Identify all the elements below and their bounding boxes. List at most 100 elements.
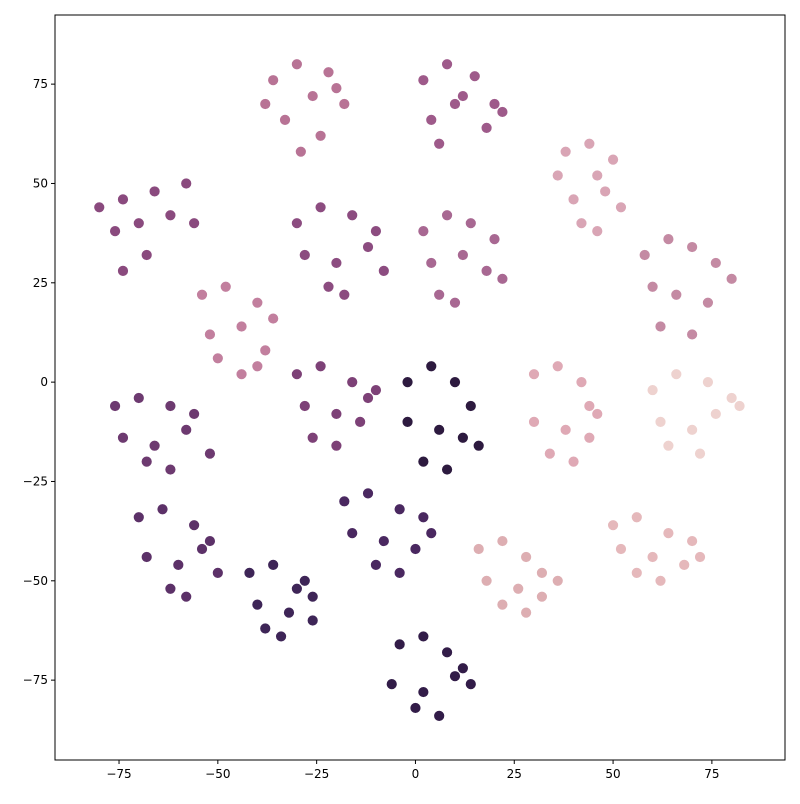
point xyxy=(615,201,627,214)
point xyxy=(425,360,438,373)
point xyxy=(567,455,580,468)
point xyxy=(591,169,604,182)
point xyxy=(559,423,572,436)
point xyxy=(346,527,359,540)
point xyxy=(377,264,390,277)
point xyxy=(188,519,201,532)
point xyxy=(362,487,374,500)
point xyxy=(725,392,738,404)
point xyxy=(417,74,430,87)
point xyxy=(456,431,469,444)
point xyxy=(583,137,596,150)
x-tick-label: −75 xyxy=(106,767,131,781)
point xyxy=(362,241,374,253)
point xyxy=(512,582,525,595)
point xyxy=(251,598,264,611)
plot-frame xyxy=(54,14,786,761)
point xyxy=(654,415,667,428)
point xyxy=(338,98,351,110)
point xyxy=(591,408,604,420)
point xyxy=(433,709,446,722)
point xyxy=(409,543,422,555)
point xyxy=(528,415,540,428)
point xyxy=(362,392,374,404)
point xyxy=(93,201,106,214)
point xyxy=(117,193,129,206)
point xyxy=(180,177,193,190)
point xyxy=(449,98,461,110)
point xyxy=(267,559,280,571)
point xyxy=(393,503,406,516)
point xyxy=(686,328,699,341)
point xyxy=(591,225,604,238)
point xyxy=(140,455,153,468)
point xyxy=(164,209,177,222)
point xyxy=(472,439,485,452)
point xyxy=(520,551,533,563)
x-tick-label: 50 xyxy=(605,767,620,781)
y-tick-label: 25 xyxy=(33,276,48,290)
point xyxy=(551,574,564,587)
point xyxy=(196,288,208,301)
point xyxy=(464,678,477,691)
point xyxy=(306,431,319,444)
point xyxy=(646,280,659,293)
point xyxy=(385,678,398,691)
y-tick-label: 75 xyxy=(33,77,48,91)
point xyxy=(496,272,509,285)
point xyxy=(251,296,264,309)
point xyxy=(306,614,319,627)
point xyxy=(290,368,303,381)
point xyxy=(480,264,493,277)
point xyxy=(298,249,311,261)
point xyxy=(370,225,382,238)
point xyxy=(417,225,430,238)
point xyxy=(536,566,548,579)
point xyxy=(370,384,382,396)
point xyxy=(290,217,303,230)
point xyxy=(456,662,469,675)
point xyxy=(417,455,430,468)
point xyxy=(646,551,659,563)
point xyxy=(686,241,699,253)
point xyxy=(709,257,722,269)
point xyxy=(630,566,643,579)
point xyxy=(599,185,612,198)
point xyxy=(543,447,556,460)
point xyxy=(528,368,540,381)
point xyxy=(583,400,596,412)
point xyxy=(188,217,201,230)
point xyxy=(401,415,414,428)
point xyxy=(496,106,509,118)
point xyxy=(140,551,153,563)
point xyxy=(536,590,548,603)
point xyxy=(567,193,580,206)
x-tick-label: 25 xyxy=(507,767,522,781)
point xyxy=(338,288,351,301)
point xyxy=(425,527,438,540)
point xyxy=(646,384,659,396)
point xyxy=(456,249,469,261)
point xyxy=(346,376,359,389)
point xyxy=(520,606,533,619)
point xyxy=(219,280,232,293)
point xyxy=(377,535,390,547)
point xyxy=(204,447,216,460)
point xyxy=(472,543,485,555)
point xyxy=(251,360,264,373)
point xyxy=(117,431,129,444)
y-tick-label: −75 xyxy=(23,673,48,687)
point xyxy=(662,439,675,452)
point xyxy=(686,535,699,547)
point xyxy=(322,280,335,293)
point xyxy=(188,408,201,420)
point xyxy=(464,400,477,412)
point xyxy=(575,376,588,389)
point xyxy=(330,257,343,269)
point xyxy=(314,201,327,214)
x-tick-label: 75 xyxy=(704,767,719,781)
point xyxy=(243,566,256,579)
point xyxy=(267,74,280,87)
point xyxy=(662,233,675,245)
